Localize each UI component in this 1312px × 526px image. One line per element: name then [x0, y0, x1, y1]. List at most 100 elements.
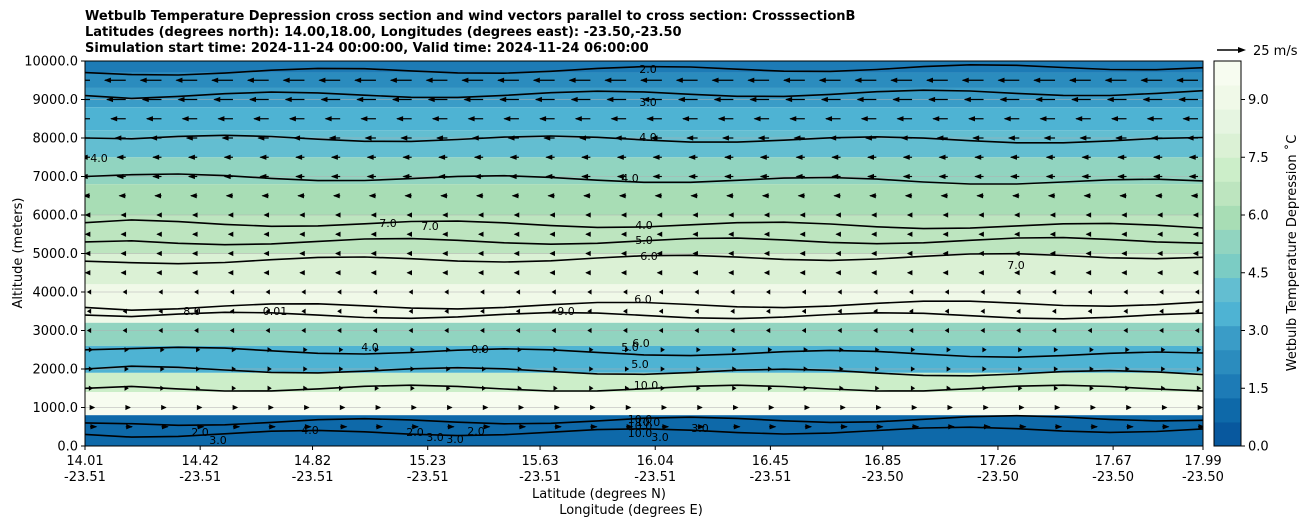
contour-label-15: 0.01 — [263, 305, 288, 318]
wind-vector-11-8 — [372, 289, 378, 295]
wind-vector-4-26 — [1009, 154, 1020, 160]
wind-head-4-10 — [438, 154, 446, 160]
wind-vector-7-1 — [120, 212, 127, 218]
colorbar-tick-label-5: 7.5 — [1248, 151, 1269, 166]
wind-head-1-22 — [856, 96, 864, 103]
contour-label-text-8: 7.0 — [421, 220, 439, 233]
wind-vector-13-7 — [337, 327, 342, 334]
wind-head-13-7 — [337, 327, 342, 334]
wind-head-0-15 — [604, 77, 612, 83]
wind-vector-6-22 — [869, 193, 877, 199]
wind-vector-13-23 — [908, 327, 914, 334]
wind-head-9-17 — [692, 250, 698, 257]
wind-head-3-13 — [543, 135, 551, 141]
contour-line-11 — [85, 384, 1203, 392]
wind-head-4-24 — [938, 154, 946, 160]
wind-head-16-2 — [160, 385, 165, 391]
wind-head-9-30 — [1157, 250, 1163, 257]
wind-vector-16-26 — [1018, 385, 1023, 391]
wind-vector-9-18 — [728, 250, 734, 257]
contour-label-text-13: 10.0 — [634, 379, 659, 392]
wind-head-15-18 — [732, 366, 737, 372]
wind-head-18-5 — [269, 424, 276, 430]
wind-head-17-31 — [1197, 404, 1203, 411]
wind-vector-2-30 — [1146, 116, 1163, 122]
wind-vector-14-3 — [196, 347, 201, 353]
wind-vector-17-8 — [375, 404, 382, 411]
wind-head-16-4 — [231, 385, 237, 391]
wind-head-18-15 — [626, 424, 634, 430]
wind-head-7-0 — [85, 212, 91, 218]
wind-head-14-21 — [839, 347, 844, 353]
wind-vector-3-1 — [114, 135, 126, 141]
wind-head-12-5 — [265, 308, 270, 314]
wind-vector-3-19 — [757, 135, 770, 141]
contour-line-8 — [85, 311, 1203, 320]
wind-vector-0-21 — [818, 77, 841, 83]
wind-vector-16-5 — [267, 385, 272, 391]
wind-vector-17-28 — [1090, 404, 1096, 411]
wind-vector-1-3 — [177, 96, 198, 103]
wind-head-4-28 — [1081, 154, 1089, 160]
wind-vector-11-5 — [265, 289, 270, 295]
wind-head-10-20 — [799, 270, 806, 276]
wind-head-13-25 — [980, 327, 985, 334]
colorbar-band-6 — [1214, 277, 1241, 303]
wind-vector-3-27 — [1043, 135, 1056, 141]
wind-head-1-20 — [785, 96, 793, 103]
wind-head-11-21 — [837, 289, 842, 295]
wind-vector-7-5 — [263, 212, 270, 218]
wind-vector-11-12 — [515, 289, 521, 295]
wind-head-13-22 — [873, 327, 878, 334]
wind-head-16-7 — [339, 385, 344, 391]
y-tick-label-2: 2000.0 — [33, 363, 79, 378]
wind-vector-16-6 — [303, 385, 308, 391]
wind-vector-9-30 — [1157, 250, 1163, 257]
wind-vector-14-2 — [160, 347, 165, 353]
wind-vector-0-23 — [890, 77, 913, 83]
wind-head-14-25 — [982, 347, 987, 353]
wind-vector-15-15 — [624, 366, 630, 372]
wind-vector-1-24 — [928, 96, 948, 103]
contour-label-24: 10.0 — [628, 427, 653, 440]
wind-vector-15-3 — [196, 366, 201, 372]
wind-head-9-20 — [799, 250, 806, 257]
wind-vector-0-2 — [139, 77, 162, 83]
contour-label-text-2: 4.0 — [639, 131, 657, 144]
wind-head-11-16 — [658, 289, 664, 295]
wind-head-18-10 — [447, 424, 455, 430]
wind-vector-15-1 — [124, 366, 129, 372]
wind-head-13-21 — [837, 327, 842, 334]
wind-vector-2-1 — [110, 116, 126, 122]
wind-vector-5-27 — [1045, 173, 1056, 180]
wind-head-16-27 — [1053, 385, 1059, 391]
wind-vector-13-12 — [515, 327, 521, 334]
y-tick-label-7: 7000.0 — [33, 170, 79, 185]
wind-head-0-20 — [783, 77, 791, 83]
wind-head-18-29 — [1127, 424, 1134, 430]
wind-head-8-29 — [1121, 231, 1127, 237]
wind-vector-2-24 — [932, 116, 948, 122]
wind-vector-1-8 — [356, 96, 376, 103]
wind-head-5-15 — [616, 173, 624, 180]
y-tick-label-6: 6000.0 — [33, 209, 79, 224]
wind-vector-1-21 — [820, 96, 841, 103]
wind-vector-14-28 — [1089, 347, 1094, 353]
wind-head-14-3 — [196, 347, 201, 353]
wind-head-7-23 — [906, 212, 913, 218]
wind-vector-4-24 — [938, 154, 948, 160]
wind-vector-6-19 — [761, 193, 770, 199]
wind-head-14-7 — [339, 347, 344, 353]
contour-label-2: 4.0 — [639, 131, 657, 144]
wind-vector-15-24 — [946, 366, 951, 372]
wind-vector-17-13 — [554, 404, 560, 411]
wind-vector-14-1 — [124, 347, 129, 353]
wind-head-13-8 — [372, 327, 378, 334]
wind-vector-11-3 — [194, 289, 199, 295]
wind-head-16-13 — [553, 385, 558, 391]
wind-vector-14-12 — [517, 347, 522, 353]
wind-head-18-1 — [126, 424, 133, 430]
wind-vector-17-12 — [518, 404, 525, 411]
wind-vector-9-3 — [192, 250, 198, 257]
